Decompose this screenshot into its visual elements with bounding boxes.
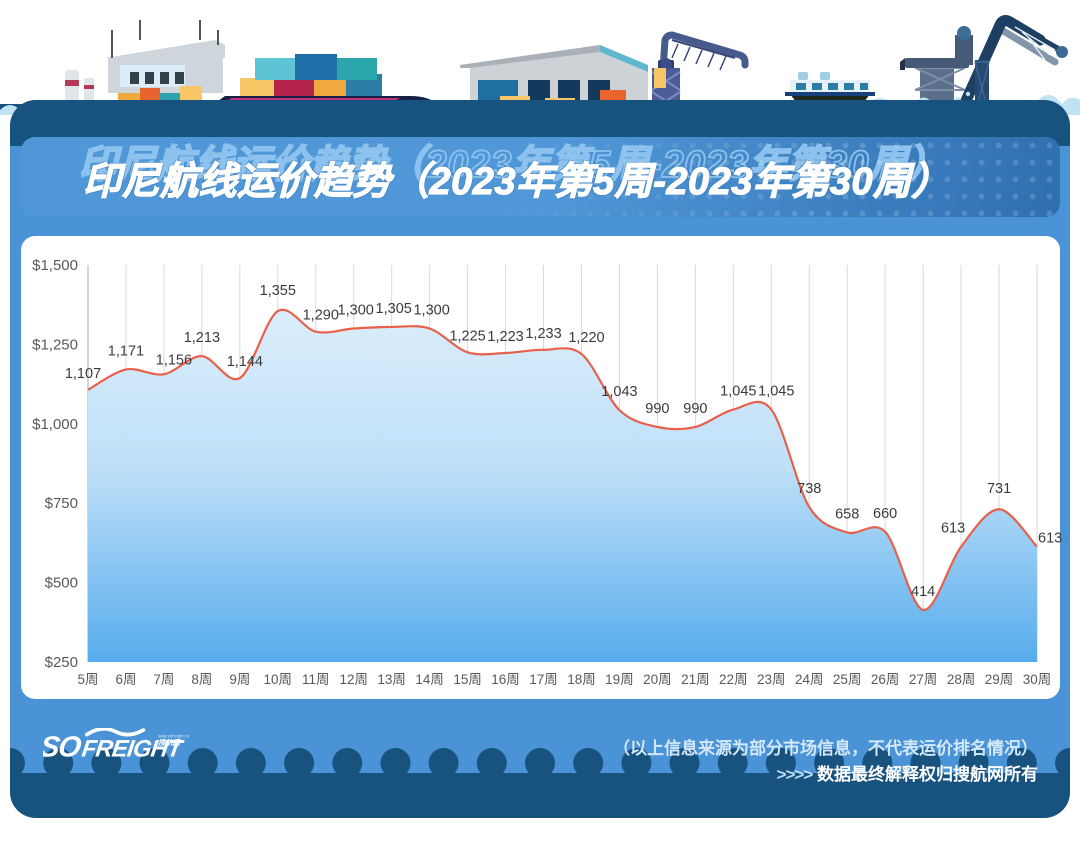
svg-text:$250: $250 xyxy=(45,654,78,671)
svg-text:18周: 18周 xyxy=(567,672,596,687)
svg-text:$750: $750 xyxy=(45,495,78,512)
svg-text:990: 990 xyxy=(683,401,707,417)
svg-text:$1,000: $1,000 xyxy=(32,416,78,433)
svg-text:25周: 25周 xyxy=(833,672,862,687)
svg-text:1,233: 1,233 xyxy=(525,326,561,342)
svg-text:658: 658 xyxy=(835,506,859,522)
svg-text:1,043: 1,043 xyxy=(601,384,637,400)
svg-text:414: 414 xyxy=(911,584,935,600)
svg-text:24周: 24周 xyxy=(795,672,824,687)
svg-text:22周: 22周 xyxy=(719,672,748,687)
svg-text:29周: 29周 xyxy=(985,672,1014,687)
svg-text:$500: $500 xyxy=(45,575,78,592)
svg-text:613: 613 xyxy=(1038,531,1062,547)
svg-text:1,223: 1,223 xyxy=(487,329,523,345)
svg-text:1,305: 1,305 xyxy=(376,301,412,317)
svg-text:1,171: 1,171 xyxy=(108,343,144,359)
svg-text:14周: 14周 xyxy=(415,672,444,687)
svg-text:613: 613 xyxy=(941,521,965,537)
svg-text:1,144: 1,144 xyxy=(227,354,263,370)
svg-text:20周: 20周 xyxy=(643,672,672,687)
svg-text:738: 738 xyxy=(797,481,821,497)
svg-text:1,300: 1,300 xyxy=(413,303,449,319)
svg-text:1,225: 1,225 xyxy=(449,328,485,344)
svg-text:26周: 26周 xyxy=(871,672,900,687)
svg-text:1,045: 1,045 xyxy=(758,384,794,400)
svg-text:1,107: 1,107 xyxy=(65,366,101,382)
svg-text:21周: 21周 xyxy=(681,672,710,687)
svg-text:17周: 17周 xyxy=(529,672,558,687)
svg-text:1,156: 1,156 xyxy=(156,352,192,368)
svg-text:16周: 16周 xyxy=(491,672,520,687)
svg-text:5周: 5周 xyxy=(77,672,98,687)
svg-text:1,355: 1,355 xyxy=(260,283,296,299)
svg-text:1,045: 1,045 xyxy=(720,384,756,400)
svg-text:12周: 12周 xyxy=(339,672,368,687)
svg-text:1,213: 1,213 xyxy=(184,330,220,346)
svg-text:660: 660 xyxy=(873,506,897,522)
svg-text:30周: 30周 xyxy=(1023,672,1052,687)
svg-text:1,290: 1,290 xyxy=(303,308,339,324)
svg-text:$1,250: $1,250 xyxy=(32,336,78,353)
svg-text:28周: 28周 xyxy=(947,672,976,687)
svg-text:10周: 10周 xyxy=(264,672,293,687)
svg-text:6周: 6周 xyxy=(115,672,136,687)
svg-text:8周: 8周 xyxy=(191,672,212,687)
svg-text:731: 731 xyxy=(987,481,1011,497)
svg-text:19周: 19周 xyxy=(605,672,634,687)
svg-text:1,220: 1,220 xyxy=(568,330,604,346)
svg-text:9周: 9周 xyxy=(229,672,250,687)
svg-text:7周: 7周 xyxy=(153,672,174,687)
svg-text:15周: 15周 xyxy=(453,672,482,687)
svg-text:13周: 13周 xyxy=(377,672,406,687)
svg-text:11周: 11周 xyxy=(302,672,330,687)
svg-text:990: 990 xyxy=(645,401,669,417)
svg-text:27周: 27周 xyxy=(909,672,938,687)
svg-text:23周: 23周 xyxy=(757,672,786,687)
svg-text:1,300: 1,300 xyxy=(338,303,374,319)
svg-text:$1,500: $1,500 xyxy=(32,257,78,274)
